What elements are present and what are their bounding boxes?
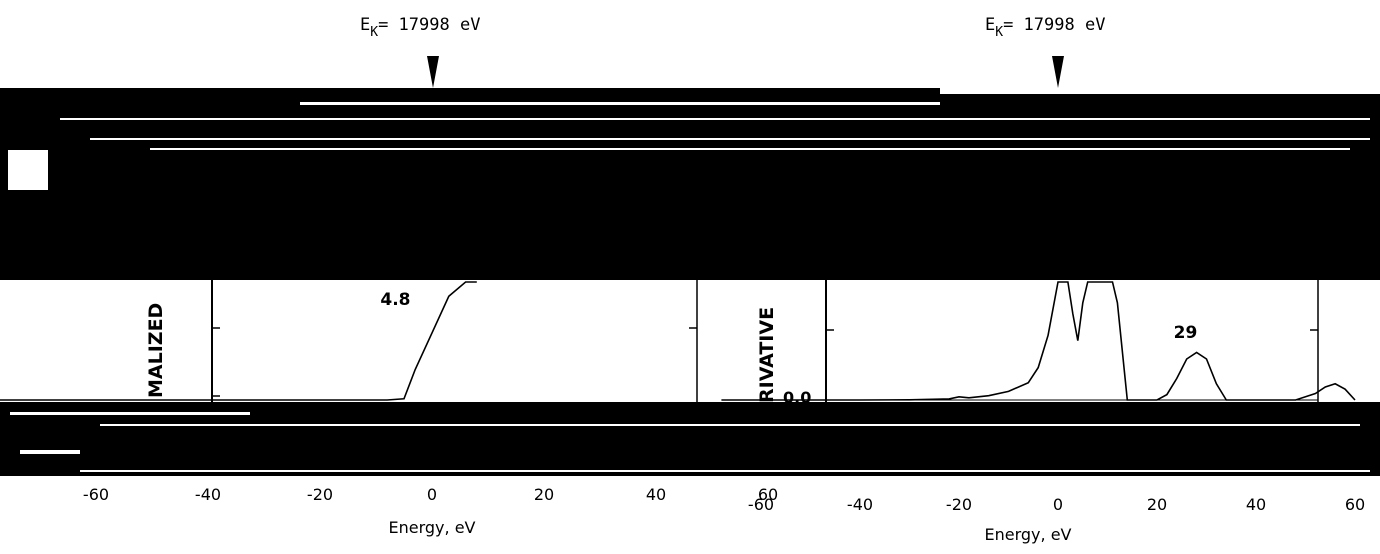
upper-scan-band (0, 88, 1380, 280)
right-x-axis-label: Energy, eV (985, 525, 1072, 544)
right-zero-label: 0.0 (783, 388, 811, 407)
right-edge-arrow-icon (1052, 56, 1064, 88)
left-peak-annotation: 4.8 (380, 290, 410, 310)
left-x-tick-label: 40 (646, 485, 666, 504)
lower-scan-band (0, 402, 1380, 476)
left-y-axis-label: MALIZED (145, 303, 167, 398)
right-peak-annotation: 29 (1174, 323, 1198, 343)
left-x-tick-label: -60 (83, 485, 109, 504)
right-y-axis-label: RIVATIVE (756, 307, 778, 403)
left-x-tick-label: 0 (427, 485, 437, 504)
right-x-tick-label: -20 (946, 495, 972, 514)
left-x-tick-label: -20 (307, 485, 333, 504)
left-x-tick-label: -40 (195, 485, 221, 504)
left-x-axis-label: Energy, eV (389, 518, 476, 537)
right-x-tick-label: 0 (1053, 495, 1063, 514)
right-x-tick-label: 40 (1246, 495, 1266, 514)
left-edge-arrow-icon (427, 56, 439, 88)
right-x-tick-label: 60 (1345, 495, 1365, 514)
right-x-tick-label: -40 (847, 495, 873, 514)
left-edge-label: EK= 17998 eV (360, 15, 480, 40)
right-series-line (721, 282, 1355, 400)
right-edge-label: EK= 17998 eV (985, 15, 1105, 40)
left-x-tick-label: 20 (534, 485, 554, 504)
right-x-tick-label: -60 (748, 495, 774, 514)
right-x-tick-label: 20 (1147, 495, 1167, 514)
